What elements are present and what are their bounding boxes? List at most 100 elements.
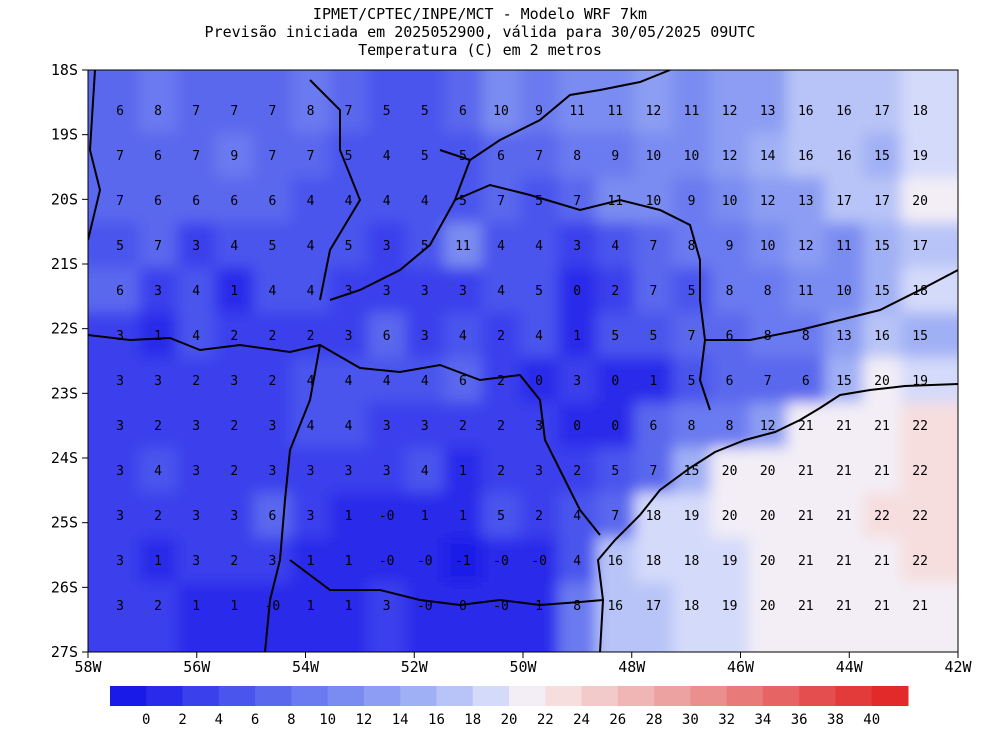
grid-value: 1 — [154, 329, 162, 344]
field-cell — [443, 492, 483, 539]
field-cell — [139, 357, 179, 404]
field-cell — [139, 132, 179, 179]
grid-value: -0 — [417, 554, 433, 569]
field-cell — [215, 582, 255, 652]
grid-value: 2 — [497, 329, 505, 344]
field-cell — [520, 222, 560, 269]
grid-value: 3 — [573, 374, 581, 389]
field-cell — [748, 447, 788, 494]
grid-value: 6 — [116, 284, 124, 299]
grid-value: 21 — [798, 554, 814, 569]
colorbar-label: 18 — [464, 712, 481, 728]
grid-value: 10 — [646, 194, 662, 209]
field-cell — [177, 582, 217, 652]
grid-value: 8 — [154, 104, 162, 119]
grid-value: 7 — [573, 194, 581, 209]
grid-value: 7 — [688, 329, 696, 344]
field-cell — [481, 402, 522, 449]
colorbar-label: 10 — [319, 712, 336, 728]
grid-value: 11 — [798, 284, 814, 299]
grid-value: 3 — [345, 329, 353, 344]
grid-value: 20 — [722, 464, 738, 479]
field-cell — [405, 492, 445, 539]
grid-value: 20 — [760, 554, 776, 569]
grid-value: 3 — [230, 374, 238, 389]
field-cell — [88, 582, 141, 652]
field-cell — [367, 312, 407, 359]
field-cell — [672, 447, 712, 494]
field-cell — [824, 312, 864, 359]
field-cell — [443, 177, 483, 224]
field-cell — [405, 132, 445, 179]
grid-value: 7 — [154, 239, 162, 254]
grid-value: 4 — [307, 239, 315, 254]
grid-value: 17 — [874, 104, 890, 119]
grid-value: 11 — [836, 239, 852, 254]
field-cell — [596, 132, 636, 179]
field-cell — [88, 267, 141, 314]
colorbar-swatch — [690, 686, 728, 706]
variable: Temperatura (C) em 2 metros — [358, 41, 602, 59]
grid-value: 1 — [307, 554, 315, 569]
grid-value: 21 — [836, 419, 852, 434]
field-cell — [177, 402, 217, 449]
grid-value: 4 — [230, 239, 238, 254]
field-cell — [367, 177, 407, 224]
grid-value: 15 — [874, 284, 890, 299]
grid-value: 21 — [874, 419, 890, 434]
grid-value: 18 — [684, 599, 700, 614]
lon-label: 54W — [292, 658, 320, 676]
grid-value: 7 — [497, 194, 505, 209]
field-cell — [786, 70, 826, 134]
grid-value: 22 — [874, 509, 890, 524]
grid-value: 3 — [268, 464, 276, 479]
grid-value: 6 — [116, 104, 124, 119]
grid-value: 20 — [760, 464, 776, 479]
grid-value: 22 — [912, 554, 928, 569]
colorbar-label: 40 — [863, 712, 880, 728]
grid-value: 6 — [726, 329, 734, 344]
field-cell — [672, 402, 712, 449]
grid-value: 4 — [307, 374, 315, 389]
field-cell — [481, 537, 522, 584]
grid-value: 4 — [307, 284, 315, 299]
field-cell — [215, 70, 255, 134]
field-cell — [862, 177, 903, 224]
field-cell — [291, 132, 331, 179]
field-cell — [558, 447, 598, 494]
field-cell — [329, 222, 369, 269]
grid-value: 4 — [421, 374, 429, 389]
field-cell — [329, 402, 369, 449]
field-cell — [901, 132, 958, 179]
grid-value: 3 — [345, 284, 353, 299]
field-cell — [520, 177, 560, 224]
grid-value: 5 — [688, 284, 696, 299]
grid-value: 7 — [649, 239, 657, 254]
lon-label: 50W — [509, 658, 537, 676]
temperature-field — [88, 70, 958, 652]
grid-value: 5 — [459, 149, 467, 164]
field-cell — [139, 222, 179, 269]
grid-value: 7 — [764, 374, 772, 389]
grid-value: 16 — [798, 104, 814, 119]
field-cell — [786, 402, 826, 449]
grid-value: 5 — [345, 239, 353, 254]
grid-value: 3 — [116, 599, 124, 614]
field-cell — [862, 447, 903, 494]
grid-value: 1 — [345, 509, 353, 524]
grid-value: 11 — [607, 194, 623, 209]
grid-value: 4 — [192, 329, 200, 344]
colorbar: 0 2 4 6 8 10 12 14 16 18 20 22 24 26 28 30 32 34 36 38 40 — [110, 686, 909, 728]
grid-value: 15 — [836, 374, 852, 389]
grid-value: 8 — [726, 284, 734, 299]
grid-value: 21 — [798, 419, 814, 434]
field-cell — [824, 357, 864, 404]
grid-value: 8 — [726, 419, 734, 434]
colorbar-label: 6 — [251, 712, 259, 728]
grid-value: 16 — [607, 599, 623, 614]
grid-value: 0 — [573, 284, 581, 299]
lat-label: 24S — [51, 449, 78, 467]
field-cell — [481, 222, 522, 269]
grid-value: 13 — [760, 104, 776, 119]
grid-value: -0 — [417, 599, 433, 614]
